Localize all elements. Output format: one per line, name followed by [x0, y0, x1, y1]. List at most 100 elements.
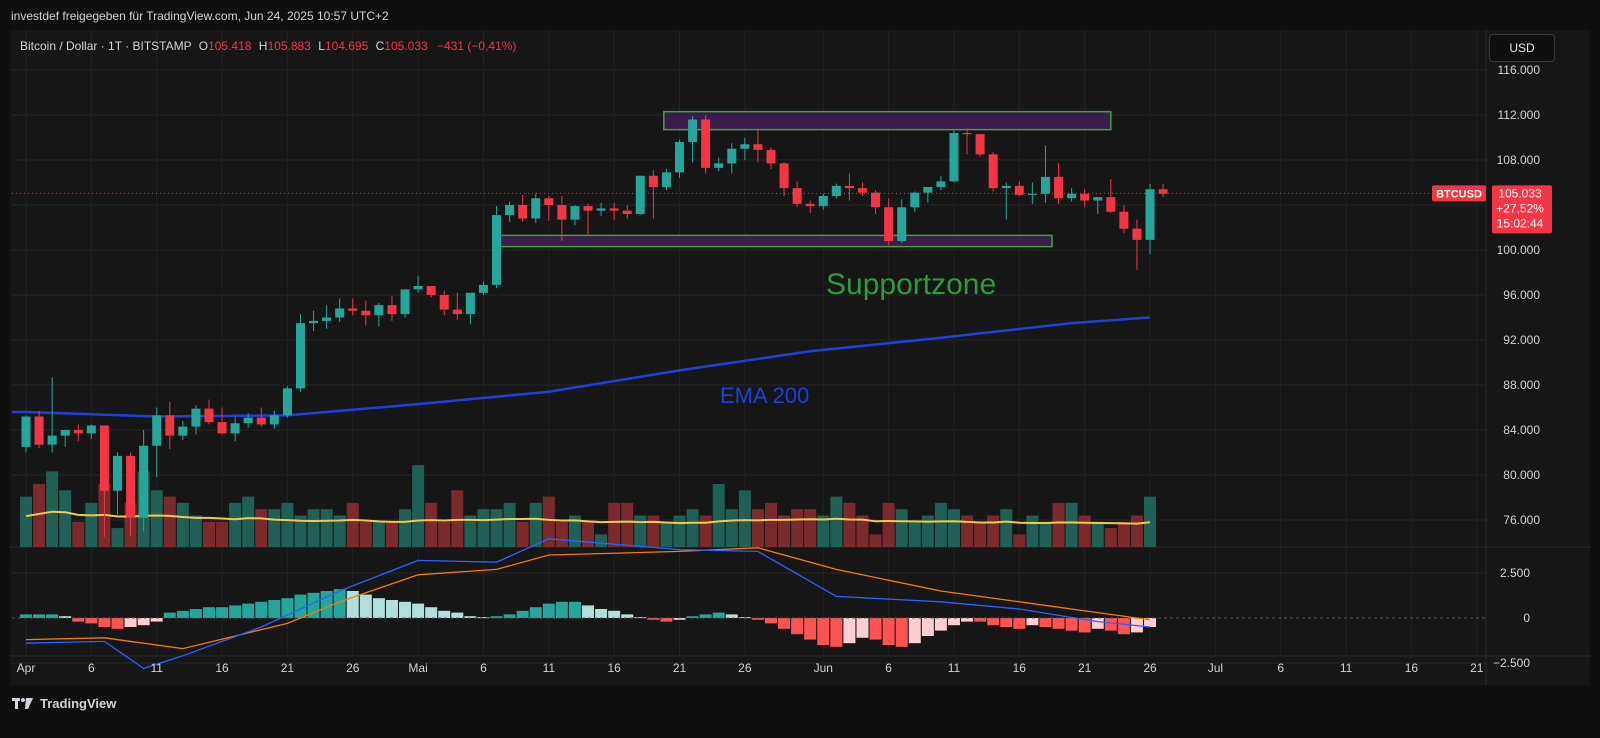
macd-histogram-bar — [59, 616, 72, 618]
macd-signal-line — [25, 547, 1151, 650]
candle-body — [857, 188, 867, 193]
currency-button[interactable]: USD — [1489, 34, 1555, 62]
time-tick-label: 26 — [1143, 661, 1157, 675]
volume-bar — [882, 502, 895, 547]
candle-body — [21, 416, 31, 447]
candle-body — [871, 192, 881, 208]
candle-body — [60, 430, 70, 436]
volume-bar — [843, 502, 856, 547]
macd-histogram-bar — [202, 607, 215, 618]
volume-bar — [111, 528, 124, 547]
volume-bar — [281, 502, 294, 547]
volume-bar — [817, 515, 830, 547]
tradingview-logo-icon — [12, 697, 33, 709]
volume-bar — [1144, 496, 1157, 547]
candle-body — [400, 289, 410, 315]
candle-body — [740, 144, 750, 149]
macd-tick-label: 0 — [1523, 611, 1530, 625]
tradingview-footer[interactable]: TradingView — [12, 696, 116, 711]
volume-bar — [791, 509, 804, 547]
macd-histogram-bar — [464, 616, 477, 618]
time-tick-label: Jul — [1208, 661, 1223, 675]
candle-body — [766, 149, 776, 164]
candle-body — [583, 206, 593, 211]
candle-body — [309, 320, 319, 324]
volume-bar — [542, 496, 555, 547]
time-tick-label: 21 — [1470, 661, 1484, 675]
shared-by-text: investdef freigegeben für TradingView.co… — [11, 9, 389, 23]
macd-histogram-bar — [778, 618, 791, 629]
candle-body — [844, 185, 854, 189]
price-tick-label: 92.000 — [1503, 333, 1540, 347]
volume-bar — [673, 515, 686, 547]
candle-body — [256, 417, 266, 425]
price-tag-value: 105.033 — [1498, 186, 1542, 200]
candle-body — [884, 207, 894, 241]
macd-histogram-bar — [1026, 618, 1039, 626]
volume-bar — [477, 509, 490, 547]
candle-body — [661, 172, 671, 187]
macd-histogram-bar — [176, 610, 189, 618]
volume-bar — [1091, 521, 1104, 547]
close-label: C — [375, 39, 385, 53]
candle-body — [439, 295, 449, 310]
volume-bar — [608, 502, 621, 547]
candle-body — [492, 215, 502, 285]
volume-bar — [150, 490, 163, 547]
macd-histogram-bar — [477, 617, 490, 619]
candle-body — [1145, 189, 1155, 240]
candle-body — [1132, 228, 1142, 240]
tradingview-brand: TradingView — [40, 696, 117, 711]
volume-bar — [712, 484, 725, 547]
macd-histogram-bar — [385, 600, 398, 618]
resistance-zone — [663, 110, 1112, 131]
candle-body — [622, 210, 632, 214]
price-tick-label: 76.000 — [1503, 513, 1540, 527]
volume-bar — [438, 521, 451, 547]
volume-bar — [895, 509, 908, 547]
price-tag — [1492, 185, 1552, 234]
price-tick-label: 100.000 — [1497, 243, 1541, 257]
low-value: 104.695 — [324, 39, 369, 53]
volume-bar — [385, 521, 398, 547]
macd-histogram-bar — [85, 618, 98, 624]
volume-bar — [229, 502, 242, 547]
macd-histogram-bar — [1078, 618, 1091, 633]
macd-histogram-bar — [268, 600, 281, 618]
candle-body — [936, 181, 946, 187]
volume-bar — [268, 509, 281, 547]
candle-body — [688, 119, 698, 142]
macd-histogram-bar — [712, 612, 725, 618]
macd-histogram-bar — [582, 605, 595, 618]
candle-body — [923, 187, 933, 193]
macd-histogram-bar — [608, 610, 621, 618]
macd-histogram-bar — [359, 594, 372, 618]
candle-body — [191, 408, 201, 427]
volume-bar — [20, 496, 32, 547]
macd-histogram-bar — [137, 618, 150, 626]
volume-bar — [1065, 502, 1078, 547]
time-tick-label: 6 — [480, 661, 487, 675]
macd-histogram-bar — [20, 614, 32, 618]
macd-histogram-bar — [947, 618, 960, 626]
symbol-legend[interactable]: Bitcoin / Dollar · 1T · BITSTAMP O105.41… — [20, 39, 516, 53]
candle-body — [1040, 176, 1050, 194]
volume-bar — [856, 515, 869, 547]
candle-body — [792, 188, 802, 204]
macd-histogram-bar — [791, 618, 804, 635]
candle-body — [753, 144, 763, 150]
volume-bar — [176, 502, 189, 547]
candle-body — [975, 134, 985, 155]
candle-body — [178, 426, 188, 436]
macd-tick-label: −2.500 — [1493, 656, 1530, 670]
candle-body — [570, 206, 580, 220]
macd-histogram-bar — [242, 603, 255, 618]
macd-histogram-bar — [869, 618, 882, 640]
macd-histogram-bar — [542, 603, 555, 618]
candle-body — [1119, 211, 1129, 229]
volume-bar — [699, 515, 712, 547]
volume-bar — [1104, 528, 1117, 547]
macd-histogram-bar — [438, 610, 451, 618]
candle-body — [505, 205, 515, 216]
